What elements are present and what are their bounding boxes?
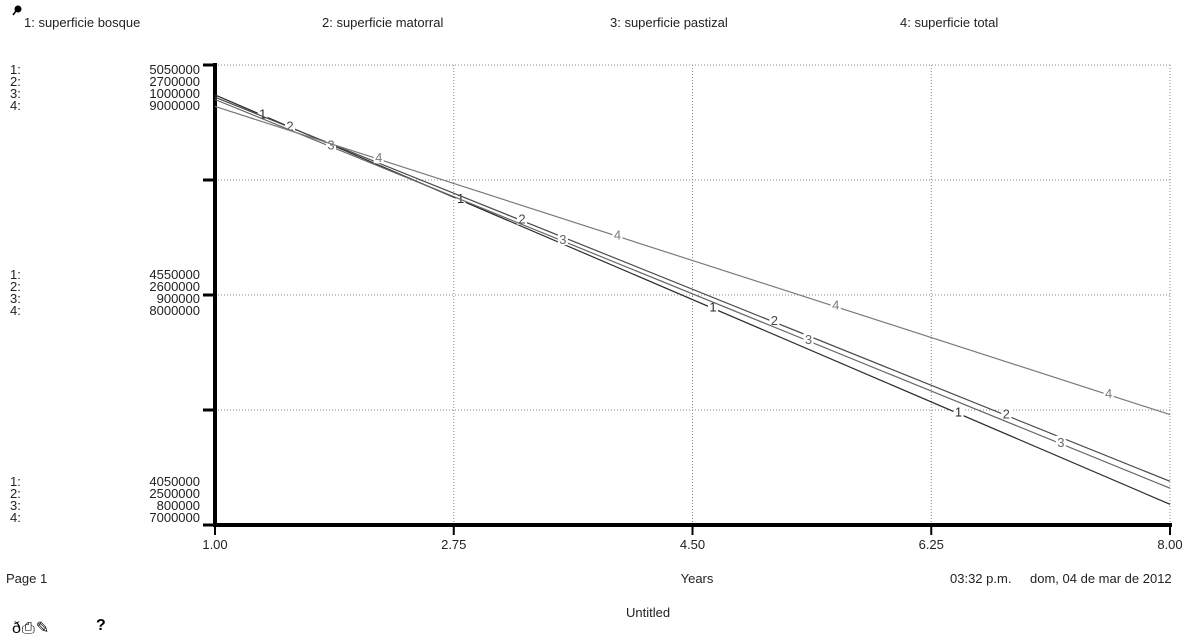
series-marker-bg-3 xyxy=(557,233,568,246)
series-marker-1: 1 xyxy=(709,299,716,314)
y-scale-value-4-mid: 8000000 xyxy=(149,303,200,318)
legend-item-total: 4: superficie total xyxy=(900,15,998,30)
series-marker-3: 3 xyxy=(559,232,566,247)
y-scale-prefix-3: 3: xyxy=(10,291,21,306)
pen-icon[interactable]: ✎ xyxy=(35,620,51,637)
series-marker-2: 2 xyxy=(1003,406,1010,421)
series-lines: 1 1 1 1 2 2 2 2 3 3 3 3 4 4 4 4 xyxy=(214,94,1171,505)
series-marker-bg-1 xyxy=(455,192,466,205)
x-axis-label: Years xyxy=(681,571,714,586)
series-marker-bg-1 xyxy=(257,107,268,120)
series-marker-1: 1 xyxy=(955,405,962,420)
series-line-2 xyxy=(214,96,1171,482)
series-marker-bg-4 xyxy=(830,298,841,311)
series-marker-2: 2 xyxy=(286,118,293,133)
legend-item-pastizal: 3: superficie pastizal xyxy=(610,15,728,30)
series-marker-bg-3 xyxy=(1055,435,1066,448)
legend-item-matorral: 2: superficie matorral xyxy=(322,15,443,30)
series-marker-3: 3 xyxy=(327,138,334,153)
date-label: dom, 04 de mar de 2012 xyxy=(1030,571,1172,586)
time-label: 03:32 p.m. xyxy=(950,571,1012,586)
axes xyxy=(203,63,1172,535)
series-marker-bg-2 xyxy=(769,314,780,327)
y-scale-value-4-top: 9000000 xyxy=(149,98,200,113)
y-scale-prefix-2: 2: xyxy=(10,486,21,501)
x-tick-labels: 1.00 2.75 4.50 6.25 8.00 xyxy=(202,537,1182,552)
document-title: Untitled xyxy=(626,605,671,620)
series-marker-1: 1 xyxy=(457,191,464,206)
y-scale-value-3-bottom: 800000 xyxy=(157,498,200,513)
series-marker-3: 3 xyxy=(805,332,812,347)
x-tick-label: 1.00 xyxy=(202,537,227,552)
series-marker-bg-2 xyxy=(285,119,296,132)
y-scale-value-1-mid: 4550000 xyxy=(149,267,200,282)
y-scales: 1: 5050000 2: 2700000 3: 1000000 4: 9000000 1: 45… xyxy=(10,62,200,525)
y-scale-value-1-top: 5050000 xyxy=(149,62,200,77)
lock-icon[interactable]: ð xyxy=(12,620,22,637)
series-marker-bg-4 xyxy=(373,151,384,164)
y-scale-prefix-1: 1: xyxy=(10,62,21,77)
y-scale-prefix-4: 4: xyxy=(10,98,21,113)
series-line-3 xyxy=(214,98,1171,489)
y-scale-prefix-1: 1: xyxy=(10,267,21,282)
series-marker-3: 3 xyxy=(1057,435,1064,450)
series-marker-bg-1 xyxy=(707,300,718,313)
y-scale-prefix-4: 4: xyxy=(10,303,21,318)
series-marker-bg-3 xyxy=(803,333,814,346)
x-tick-label: 2.75 xyxy=(441,537,466,552)
y-scale-prefix-2: 2: xyxy=(10,279,21,294)
series-marker-4: 4 xyxy=(375,150,382,165)
series-marker-bg-2 xyxy=(516,212,527,225)
y-scale-value-4-bottom: 7000000 xyxy=(149,510,200,525)
series-line-1 xyxy=(214,94,1171,505)
series-marker-1: 1 xyxy=(259,106,266,121)
y-scale-value-2-mid: 2600000 xyxy=(149,279,200,294)
print-icon[interactable]: ⎙ xyxy=(21,620,36,637)
y-scale-prefix-2: 2: xyxy=(10,74,21,89)
series-marker-4: 4 xyxy=(832,298,839,313)
y-scale-prefix-4: 4: xyxy=(10,510,21,525)
x-tick-label: 4.50 xyxy=(680,537,705,552)
y-scale-value-2-top: 2700000 xyxy=(149,74,200,89)
y-scale-prefix-1: 1: xyxy=(10,474,21,489)
series-marker-4: 4 xyxy=(1105,386,1112,401)
toolbar: ð⎙✎ xyxy=(12,618,50,638)
series-marker-bg-4 xyxy=(612,228,623,241)
series-marker-bg-4 xyxy=(1103,386,1114,399)
series-marker-2: 2 xyxy=(771,313,778,328)
page-label: Page 1 xyxy=(6,571,48,586)
help-icon[interactable]: ? xyxy=(96,617,106,634)
series-marker-2: 2 xyxy=(518,212,525,227)
y-scale-prefix-3: 3: xyxy=(10,498,21,513)
y-scale-value-3-mid: 900000 xyxy=(157,291,200,306)
grid xyxy=(215,64,1171,525)
y-scale-value-1-bottom: 4050000 xyxy=(149,474,200,489)
x-tick-label: 6.25 xyxy=(919,537,944,552)
pin-icon[interactable] xyxy=(12,5,22,16)
x-tick-label: 8.00 xyxy=(1157,537,1182,552)
series-marker-4: 4 xyxy=(614,227,621,242)
series-marker-bg-2 xyxy=(1001,407,1012,420)
series-marker-bg-3 xyxy=(325,138,336,151)
legend-item-bosque: 1: superficie bosque xyxy=(24,15,140,30)
series-marker-bg-1 xyxy=(953,405,964,418)
y-scale-prefix-3: 3: xyxy=(10,86,21,101)
legend: 1: superficie bosque 2: superficie mator… xyxy=(12,5,998,30)
y-scale-value-3-top: 1000000 xyxy=(149,86,200,101)
y-scale-value-2-bottom: 2500000 xyxy=(149,486,200,501)
